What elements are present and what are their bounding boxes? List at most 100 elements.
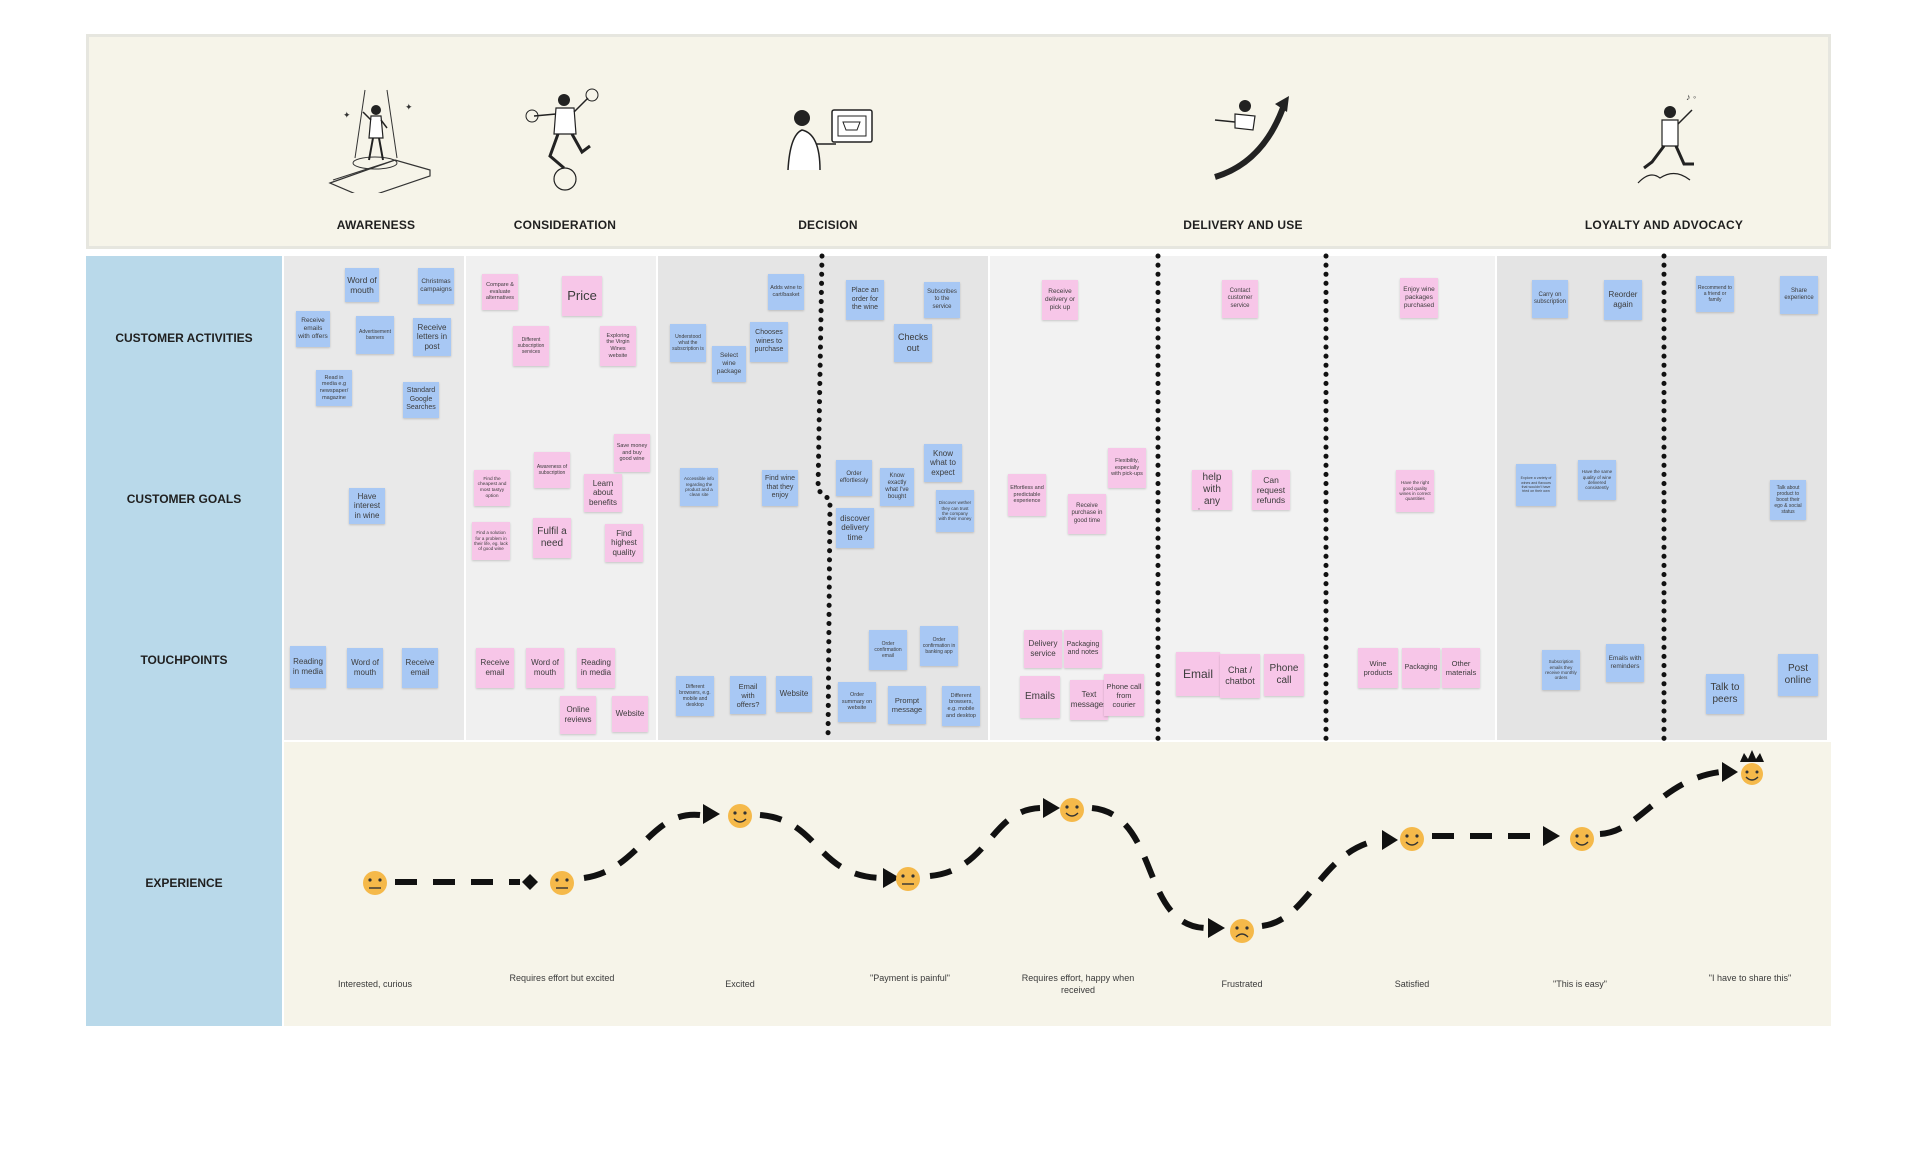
sticky-note[interactable]: Phone call from courier — [1104, 674, 1144, 716]
sticky-note[interactable]: Accessible info regarding the product an… — [680, 468, 718, 506]
row-label-customer-goals: CUSTOMER GOALS — [126, 492, 242, 506]
sticky-note[interactable]: discover delivery time — [836, 508, 874, 548]
diamond-marker — [522, 874, 538, 890]
sticky-note[interactable]: Receive purchase in good time — [1068, 494, 1106, 534]
sticky-note[interactable]: Contact customer service — [1222, 280, 1258, 318]
sticky-note[interactable]: Email — [1176, 652, 1220, 696]
arrow-head — [1543, 826, 1560, 846]
sticky-note[interactable]: Receive delivery or pick up — [1042, 280, 1078, 320]
journey-line — [1599, 769, 1721, 837]
sticky-note[interactable]: Reorder again — [1604, 280, 1642, 320]
sticky-note[interactable]: Word of mouth — [526, 648, 564, 688]
sticky-note[interactable]: Christmas campaigns — [418, 268, 454, 304]
sticky-note[interactable]: Order confirmation email — [869, 630, 907, 670]
experience-caption: "This is easy" — [1553, 979, 1607, 989]
sticky-note[interactable]: Standard Google Searches — [403, 382, 439, 418]
sticky-note[interactable]: Read in media e.g newspaper/ magazine — [316, 370, 352, 406]
sticky-note[interactable]: Compare & evaluate alternatives — [482, 274, 518, 310]
sticky-note[interactable]: Emails with reminders — [1606, 644, 1644, 682]
sticky-note[interactable]: Carry on subscription — [1532, 280, 1568, 318]
journey-line — [1091, 805, 1206, 931]
sticky-note[interactable]: Subscription emails they receive monthly… — [1542, 650, 1580, 690]
neutral-face-icon — [550, 871, 574, 895]
sticky-note[interactable]: Find highest quality — [605, 524, 643, 562]
sticky-note[interactable]: Emails — [1020, 676, 1060, 718]
sticky-note[interactable]: Find the cheapest and most tastyy option — [474, 470, 510, 506]
sticky-note[interactable]: Checks out — [894, 324, 932, 362]
sticky-note[interactable]: Discover wether they can trust the compa… — [936, 490, 974, 532]
neutral-face-icon — [896, 867, 920, 891]
sticky-note[interactable]: Delivery service — [1024, 630, 1062, 668]
sticky-note[interactable]: Phone call — [1264, 654, 1304, 696]
sticky-note[interactable]: Subscribes to the service — [924, 282, 960, 318]
sticky-note[interactable]: Explore a variety of wines and flavours … — [1516, 464, 1556, 506]
sticky-note[interactable]: Receive letters in post — [413, 318, 451, 356]
sticky-note[interactable]: Recommend to a friend or family — [1696, 276, 1734, 312]
svg-text:✦: ✦ — [405, 102, 413, 112]
sticky-note[interactable]: Wine products — [1358, 648, 1398, 688]
sticky-note[interactable]: Order confirmation in banking app — [920, 626, 958, 666]
sticky-note[interactable]: Save money and buy good wine — [614, 434, 650, 472]
happy-face-icon — [728, 804, 752, 828]
neutral-face-icon — [363, 871, 387, 895]
sticky-note[interactable]: Exploring the Virgin Wines website — [600, 326, 636, 366]
sticky-note[interactable]: Fulfil a need — [533, 518, 571, 558]
stage-decision: DECISION — [798, 218, 858, 232]
crowned-face-icon — [1740, 750, 1764, 785]
sticky-note[interactable]: Talk to peers — [1706, 674, 1744, 714]
sticky-note[interactable]: Order effortlessly — [836, 460, 872, 496]
happy-face-icon — [1570, 827, 1594, 851]
sticky-note[interactable]: Find wine that they enjoy — [762, 470, 798, 506]
sticky-note[interactable]: Website — [776, 676, 812, 712]
sticky-note[interactable]: Talk about product to boost their ego & … — [1770, 480, 1806, 520]
sticky-note[interactable]: Understood what the subscription is — [670, 324, 706, 362]
sticky-note[interactable]: Know exactly what I've bought — [880, 468, 914, 506]
sticky-note[interactable]: Different browsers, e.g. mobile and desk… — [676, 676, 714, 716]
sticky-note[interactable]: Chat / chatbot — [1220, 654, 1260, 698]
sticky-note[interactable]: Text messages — [1070, 680, 1108, 720]
sticky-note[interactable]: Packaging and notes — [1064, 630, 1102, 668]
sticky-note[interactable]: Have the same quality of wine delivered … — [1578, 460, 1616, 500]
stage-consideration: CONSIDERATION — [513, 218, 617, 232]
experience-caption: Requires effort but excited — [509, 973, 615, 983]
sticky-note[interactable]: Flexibility, especially with pick-ups — [1108, 448, 1146, 488]
sticky-note[interactable]: Receive email — [476, 648, 514, 688]
sticky-note[interactable]: Advertisement banners — [356, 316, 394, 354]
sticky-note[interactable]: Know what to expect — [924, 444, 962, 482]
sticky-note[interactable]: Different subscription services — [513, 326, 549, 366]
sticky-note[interactable]: Place an order for the wine — [846, 280, 884, 320]
sticky-note[interactable]: Order summary on website — [838, 682, 876, 722]
sticky-note[interactable]: Other materials — [1442, 648, 1480, 688]
sticky-note[interactable]: Post online — [1778, 654, 1818, 696]
arrow-head — [883, 868, 900, 888]
sticky-note[interactable]: Word of mouth — [347, 648, 383, 688]
sticky-note[interactable]: Find a solution for a problem in their l… — [472, 522, 510, 560]
sticky-note[interactable]: Different browsers, e.g. mobile and desk… — [942, 686, 980, 726]
sticky-note[interactable]: Have interest in wine — [349, 488, 385, 524]
sticky-note[interactable]: Can request refunds — [1252, 470, 1290, 510]
sticky-note[interactable]: Prompt message — [888, 686, 926, 724]
experience-caption: Satisfied — [1394, 979, 1430, 989]
sticky-note[interactable]: Enjoy wine packages purchased — [1400, 278, 1438, 318]
sticky-note[interactable]: Share experience — [1780, 276, 1818, 314]
svg-text:✦: ✦ — [343, 110, 351, 120]
sticky-note[interactable]: Online reviews — [560, 696, 596, 734]
arrow-head — [1382, 830, 1398, 850]
sticky-note[interactable]: Get help with any issues — [1192, 470, 1232, 510]
sticky-note[interactable]: Packaging — [1402, 648, 1440, 688]
sticky-note[interactable]: Chooses wines to purchase — [750, 322, 788, 362]
sticky-note[interactable]: Adds wine to cart/basket — [768, 274, 804, 310]
sticky-note[interactable]: Learn about benefits — [584, 474, 622, 512]
sticky-note[interactable]: Select wine package — [712, 346, 746, 382]
sticky-note[interactable]: Email with offers? — [730, 676, 766, 714]
sticky-note[interactable]: Reading in media — [577, 648, 615, 688]
sticky-note[interactable]: Word of mouth — [345, 268, 379, 302]
sticky-note[interactable]: Have the right good quality wines in cor… — [1396, 470, 1434, 512]
sticky-note[interactable]: Reading in media — [290, 646, 326, 688]
sticky-note[interactable]: Effortless and predictable experience — [1008, 474, 1046, 516]
sticky-note[interactable]: Price — [562, 276, 602, 316]
sticky-note[interactable]: Website — [612, 696, 648, 732]
sticky-note[interactable]: Receive emails with offers — [296, 311, 330, 347]
sticky-note[interactable]: Receive email — [402, 648, 438, 688]
sticky-note[interactable]: Awareness of subscription — [534, 452, 570, 488]
